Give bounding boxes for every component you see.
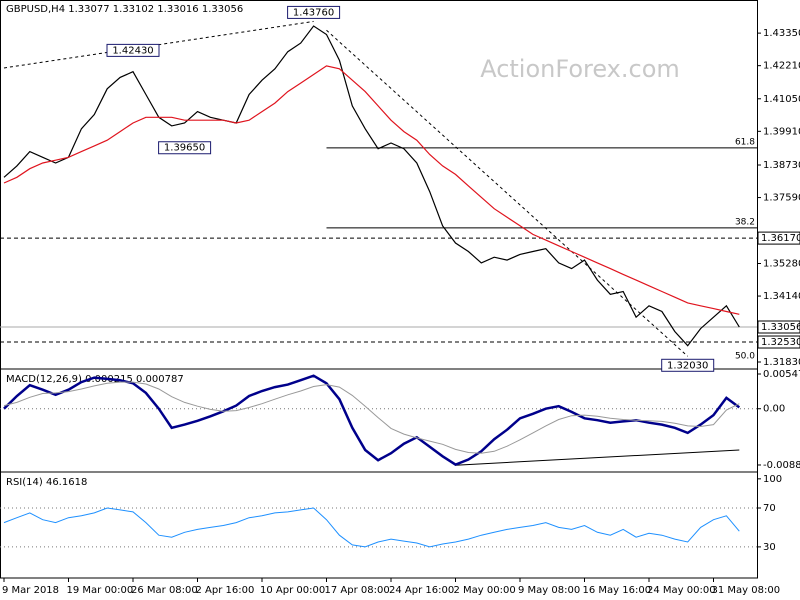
series-line <box>3 65 740 315</box>
y-tick-label: 0.00547 <box>763 369 800 380</box>
y-tick-label: 1.41050 <box>763 94 800 105</box>
x-tick-label: 17 Apr 08:00 <box>325 585 390 596</box>
panel-title: MACD(12,26,9) 0.000215 0.000787 <box>6 374 184 385</box>
y-tick-label: 1.37590 <box>763 193 800 204</box>
callout-label: 1.43760 <box>293 7 334 18</box>
plot-frame <box>0 0 758 579</box>
level-label: 1.36170 <box>761 233 800 244</box>
x-tick-label: 9 May 08:00 <box>518 585 580 596</box>
y-tick-label: 1.34140 <box>763 291 800 302</box>
x-tick-label: 24 May 00:00 <box>647 585 716 596</box>
y-tick-label: 0.00 <box>763 404 785 415</box>
fib-label: 61.8 <box>735 137 755 147</box>
series-line <box>3 507 740 548</box>
panel-title: GBPUSD,H4 1.33077 1.33102 1.33016 1.3305… <box>6 4 243 15</box>
y-tick-label: 1.38730 <box>763 160 800 171</box>
fib-label: 38.2 <box>735 217 755 227</box>
y-tick-label: 70 <box>763 503 776 514</box>
level-label-box <box>757 320 800 334</box>
x-tick-label: 9 Mar 2018 <box>2 585 59 596</box>
x-tick-label: 2 May 00:00 <box>454 585 516 596</box>
panel-title: RSI(14) 46.1618 <box>6 477 87 488</box>
level-label-box <box>757 231 800 245</box>
x-tick-label: 16 May 16:00 <box>583 585 652 596</box>
level-label-box <box>757 335 800 349</box>
series-line <box>3 381 740 454</box>
x-tick-label: 26 Mar 08:00 <box>131 585 198 596</box>
y-tick-label: -0.00886 <box>763 460 800 471</box>
level-label: 1.32530 <box>761 337 800 348</box>
y-tick-label: 30 <box>763 542 776 553</box>
callout-label: 1.39650 <box>164 143 205 154</box>
y-tick-label: 100 <box>763 474 782 485</box>
callout-box <box>661 358 715 372</box>
callout-label: 1.32030 <box>667 360 708 371</box>
level-label: 1.33056 <box>761 322 800 333</box>
x-tick-label: 31 May 08:00 <box>712 585 781 596</box>
callout-box <box>158 141 212 155</box>
y-tick-label: 1.42210 <box>763 61 800 72</box>
x-tick-label: 19 Mar 00:00 <box>67 585 134 596</box>
x-tick-label: 10 Apr 00:00 <box>260 585 325 596</box>
trendline <box>455 449 740 466</box>
y-tick-label: 1.31830 <box>763 357 800 368</box>
fib-label: 50.0 <box>735 352 755 362</box>
x-tick-label: 2 Apr 16:00 <box>196 585 255 596</box>
y-tick-label: 1.43350 <box>763 28 800 39</box>
y-tick-label: 1.39910 <box>763 126 800 137</box>
callout-label: 1.42430 <box>112 45 153 56</box>
y-tick-label: 1.35280 <box>763 259 800 270</box>
x-tick-label: 24 Apr 16:00 <box>389 585 454 596</box>
watermark: ActionForex.com <box>480 55 680 83</box>
series-line <box>3 25 740 347</box>
callout-box <box>106 43 160 57</box>
callout-box <box>287 5 341 19</box>
